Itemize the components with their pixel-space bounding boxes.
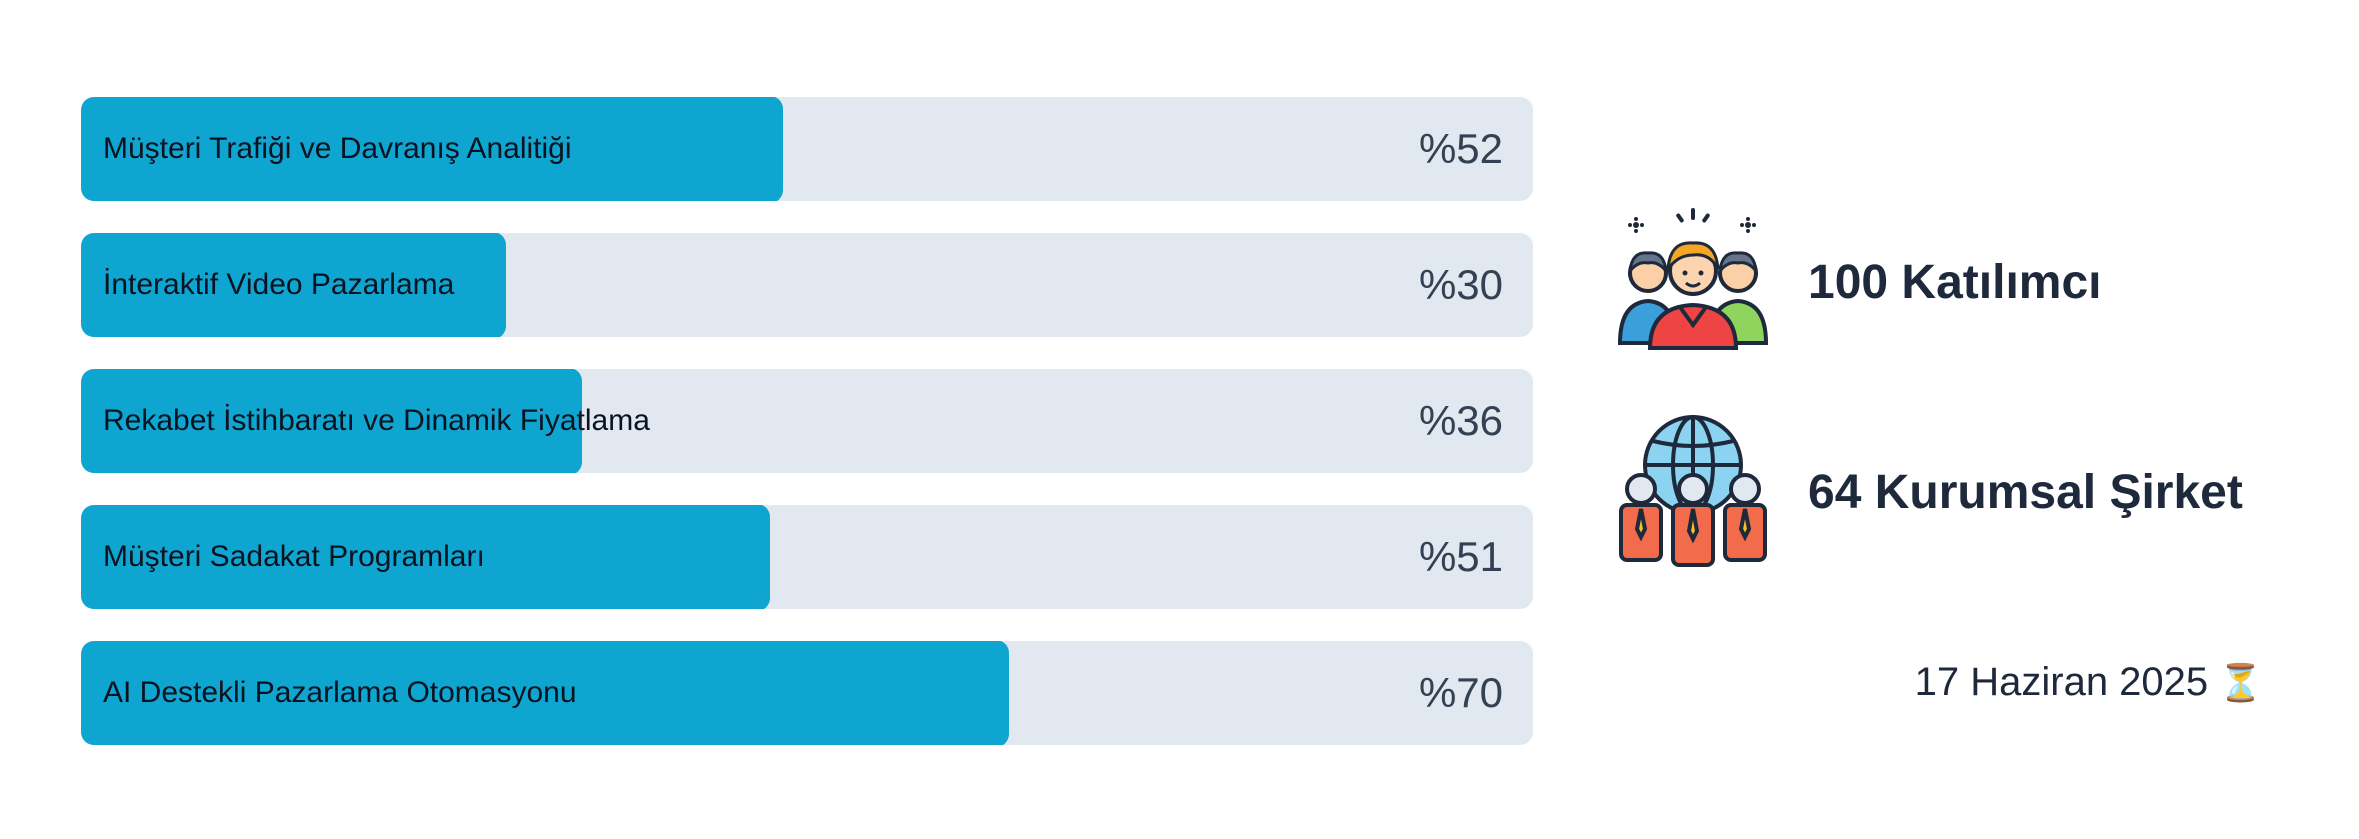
bar-row: Müşteri Trafiği ve Davranış Analitiği %52 <box>81 97 1533 201</box>
bar-fill <box>81 505 770 609</box>
bar-value-label: %30 <box>1418 261 1503 308</box>
participants-count: 100 Katılımcı <box>1808 256 2102 309</box>
bar-value-label: %51 <box>1418 533 1503 580</box>
bar-label: Rekabet İstihbaratı ve Dinamik Fiyatlama <box>103 404 650 437</box>
bar-label: İnteraktif Video Pazarlama <box>103 268 455 301</box>
bar-row: Rekabet İstihbaratı ve Dinamik Fiyatlama… <box>81 369 1533 473</box>
bar-fill <box>81 369 582 473</box>
bar-fill <box>81 233 506 337</box>
global-companies-icon <box>1618 413 1768 573</box>
bar-row: İnteraktif Video Pazarlama %30 <box>81 233 1533 337</box>
bar-fill <box>81 97 783 201</box>
bar-label: AI Destekli Pazarlama Otomasyonu <box>103 676 577 709</box>
participants-stat: 100 Katılımcı <box>1617 203 2318 363</box>
companies-stat: 64 Kurumsal Şirket <box>1618 413 2318 573</box>
event-date-text: 17 Haziran 2025 <box>1914 660 2209 704</box>
bar-label: Müşteri Trafiği ve Davranış Analitiği <box>103 132 572 165</box>
bar-value-label: %36 <box>1418 397 1503 444</box>
bar-row: AI Destekli Pazarlama Otomasyonu %70 <box>81 641 1533 745</box>
participants-group-icon <box>1617 203 1769 363</box>
bar-value-label: %70 <box>1418 669 1503 716</box>
companies-count: 64 Kurumsal Şirket <box>1808 466 2243 519</box>
bar-row: Müşteri Sadakat Programları %51 <box>81 505 1533 609</box>
bar-label: Müşteri Sadakat Programları <box>103 540 485 573</box>
event-date: 17 Haziran 2025 ⏳ <box>1915 650 2263 714</box>
bar-value-label: %52 <box>1418 125 1503 172</box>
bar-chart: Müşteri Trafiği ve Davranış Analitiği %52… <box>81 97 1533 747</box>
hourglass-icon: ⏳ <box>2218 662 2263 703</box>
bar-fill <box>81 641 1009 745</box>
